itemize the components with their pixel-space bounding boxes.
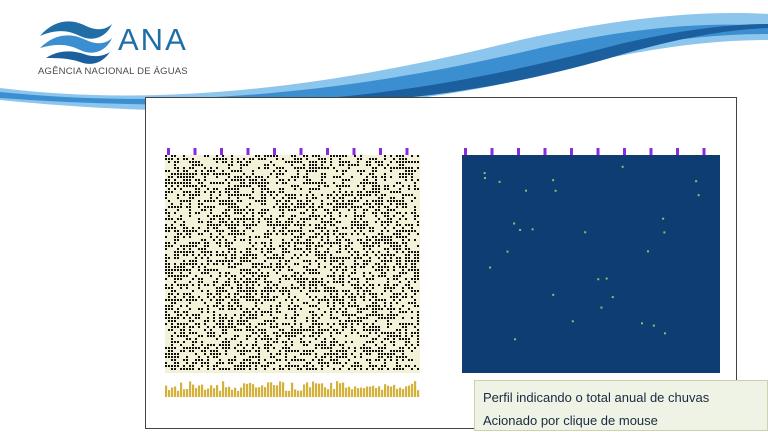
matrix-cells	[165, 155, 419, 370]
wave-dark	[300, 24, 768, 104]
caption-box: Perfil indicando o total anual de chuvas…	[474, 380, 768, 431]
caption-line-2: Acionado por clique de mouse	[483, 413, 658, 428]
rainfall-matrix-panel[interactable]	[165, 145, 423, 405]
matrix-background	[462, 155, 720, 373]
bottom-profile	[165, 381, 420, 397]
column-ticks	[167, 148, 409, 155]
logo-subtitle: AGÊNCIA NACIONAL DE ÁGUAS	[38, 66, 188, 77]
wave-light	[0, 13, 768, 111]
column-ticks	[464, 148, 706, 155]
caption-line-1: Perfil indicando o total anual de chuvas	[483, 390, 710, 405]
header-wave-banner	[0, 13, 768, 111]
matrix-specks	[483, 165, 700, 341]
water-waves-icon	[40, 21, 112, 64]
ana-logo: ANA AGÊNCIA NACIONAL DE ÁGUAS	[36, 14, 196, 84]
matrix-background	[165, 155, 420, 373]
presence-matrix-panel[interactable]	[460, 145, 722, 375]
logo-text: ANA	[118, 22, 188, 57]
wave-mid	[0, 24, 768, 105]
